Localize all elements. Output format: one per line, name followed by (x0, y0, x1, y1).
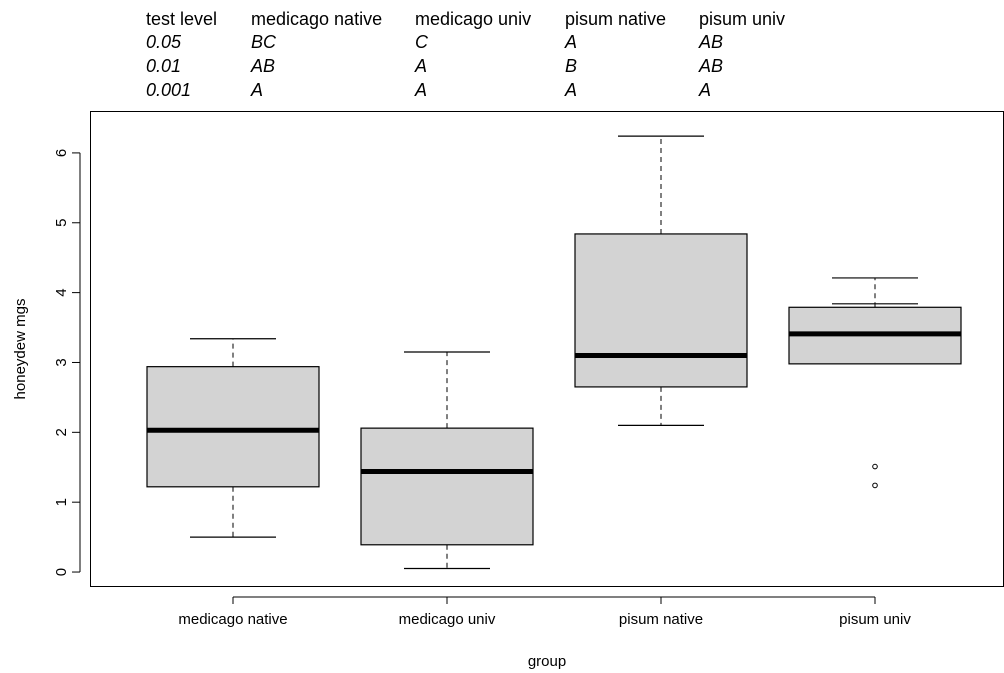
table-header-cell: medicago native (251, 9, 383, 29)
table-cell-letter: AB (699, 32, 724, 52)
y-tick-label: 3 (53, 358, 70, 366)
iqr-box (360, 427, 534, 546)
y-axis-label: honeydew mgs (12, 299, 29, 400)
table-cell-letter: A (699, 80, 712, 100)
table-cell-letter: AB (251, 56, 276, 76)
x-axis-label: group (528, 653, 566, 670)
outlier-point (872, 482, 878, 489)
table-cell-letter: A (415, 80, 428, 100)
y-tick-label: 0 (53, 568, 70, 576)
table-cell-test-level: 0.001 (146, 80, 192, 100)
table-header-cell: pisum native (565, 9, 667, 29)
iqr-box (574, 233, 748, 388)
table-cell-letter: A (565, 32, 578, 52)
table-header-cell: test level (146, 9, 218, 29)
box-medicago-native (146, 338, 320, 538)
y-axis: 0 1 2 3 4 5 6 (53, 149, 81, 576)
x-tick-label: pisum native (619, 611, 703, 628)
table-cell-letter: C (415, 32, 428, 52)
x-axis: medicago native medicago univ pisum native… (178, 596, 911, 628)
boxes-layer (146, 135, 962, 570)
significance-letter-table: test level medicago native medicago univ… (0, 0, 1004, 110)
y-tick-label: 2 (53, 428, 70, 436)
y-tick-label: 1 (53, 498, 70, 506)
y-tick-label: 5 (53, 219, 70, 227)
table-cell-letter: BC (251, 32, 277, 52)
x-tick-label: medicago univ (399, 611, 496, 628)
x-tick-label: medicago native (178, 611, 287, 628)
x-tick-label: pisum univ (839, 611, 911, 628)
iqr-box (146, 366, 320, 488)
box-medicago-univ (360, 351, 534, 570)
table-cell-letter: B (565, 56, 578, 76)
table-cell-test-level: 0.05 (146, 32, 182, 52)
table-cell-letter: A (251, 80, 264, 100)
table-cell-letter: A (565, 80, 578, 100)
table-header-cell: medicago univ (415, 9, 532, 29)
table-cell-test-level: 0.01 (146, 56, 182, 76)
y-tick-label: 6 (53, 149, 70, 157)
y-tick-label: 4 (53, 288, 70, 296)
table-cell-letter: AB (699, 56, 724, 76)
table-header-cell: pisum univ (699, 9, 786, 29)
box-pisum-native (574, 135, 748, 426)
table-cell-letter: A (415, 56, 428, 76)
outlier-point (872, 463, 878, 470)
box-pisum-univ (788, 277, 962, 489)
